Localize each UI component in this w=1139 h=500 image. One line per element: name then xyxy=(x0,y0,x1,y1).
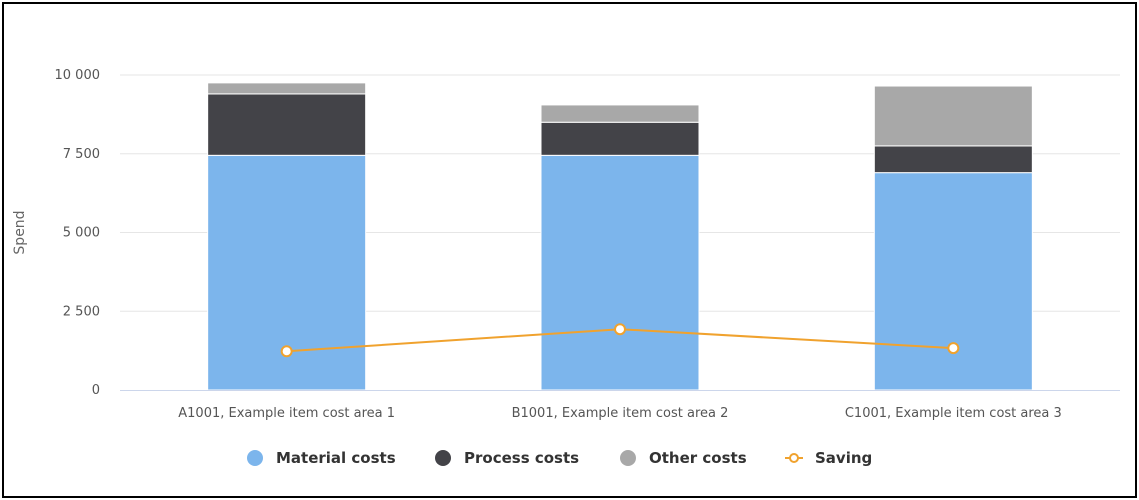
x-tick-label: A1001, Example item cost area 1 xyxy=(178,406,395,421)
saving-line xyxy=(280,323,960,358)
legend-item-saving[interactable]: Saving xyxy=(785,449,872,467)
bar-other-costs-2[interactable] xyxy=(540,104,700,123)
y-tick-label: 7 500 xyxy=(63,147,100,162)
bar-material-costs-2[interactable] xyxy=(540,154,700,391)
legend-swatch xyxy=(247,450,263,466)
y-axis-tick-labels: 0 2 500 5 000 7 500 10 000 xyxy=(55,68,101,398)
legend-swatch xyxy=(620,450,636,466)
bar-process-costs-2[interactable] xyxy=(540,121,700,156)
legend-point-marker xyxy=(789,453,799,463)
bar-material-costs-3[interactable] xyxy=(873,172,1033,391)
bars xyxy=(207,82,1033,391)
point-saving-2[interactable] xyxy=(614,323,626,336)
y-tick-label: 10 000 xyxy=(55,68,101,83)
legend-item-material-costs[interactable]: Material costs xyxy=(247,449,396,467)
y-tick-label: 5 000 xyxy=(63,226,100,241)
legend-swatch xyxy=(435,450,451,466)
legend-label: Other costs xyxy=(649,449,747,467)
bar-other-costs-3[interactable] xyxy=(873,85,1033,147)
x-tick-label: B1001, Example item cost area 2 xyxy=(512,406,729,421)
bar-other-costs-1[interactable] xyxy=(207,82,367,95)
bar-process-costs-3[interactable] xyxy=(873,145,1033,174)
point-saving-1[interactable] xyxy=(280,345,293,358)
y-tick-label: 2 500 xyxy=(63,304,100,319)
legend: Material costs Process costs Other costs Sa… xyxy=(247,449,872,467)
legend-label: Process costs xyxy=(464,449,579,467)
y-axis-title: Spend xyxy=(12,210,28,254)
bar-process-costs-1[interactable] xyxy=(207,93,367,156)
point-saving-3[interactable] xyxy=(947,342,960,355)
legend-item-process-costs[interactable]: Process costs xyxy=(435,449,579,467)
x-tick-label: C1001, Example item cost area 3 xyxy=(845,406,1062,421)
legend-label: Saving xyxy=(815,449,872,467)
stacked-bar-chart: 0 2 500 5 000 7 500 10 000 Spend A1001, Exam… xyxy=(12,68,1120,467)
y-tick-label: 0 xyxy=(92,383,100,398)
x-axis-tick-labels: A1001, Example item cost area 1 B1001, Ex… xyxy=(178,406,1062,421)
legend-item-other-costs[interactable]: Other costs xyxy=(620,449,747,467)
legend-label: Material costs xyxy=(276,449,396,467)
